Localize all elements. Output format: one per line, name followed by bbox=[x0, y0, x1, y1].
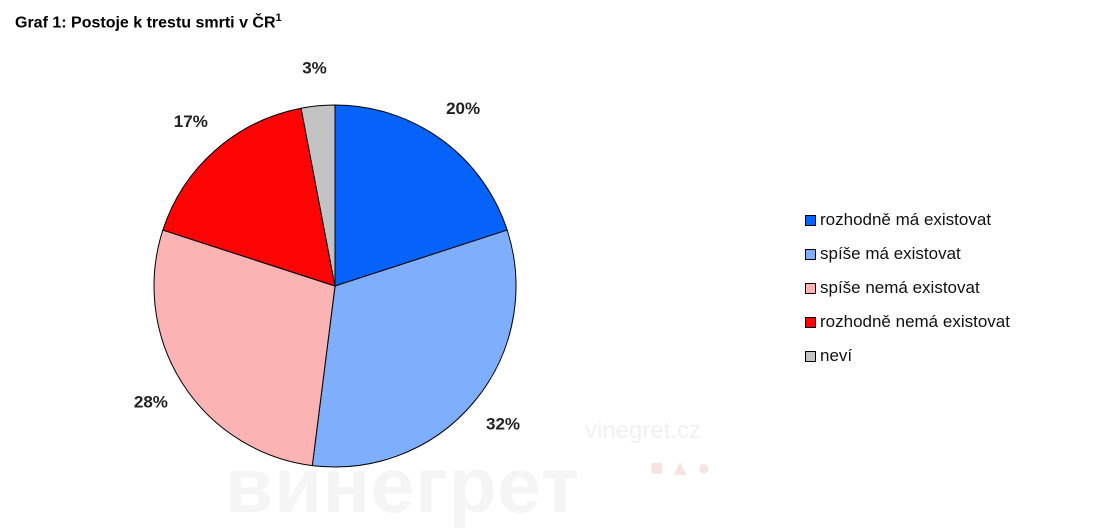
legend-label-0: rozhodně má existovat bbox=[820, 210, 992, 229]
legend-item-1: spíše má existovat bbox=[805, 237, 1010, 271]
legend-swatch-3 bbox=[805, 316, 816, 328]
watermark-dots-icon: ■▲● bbox=[650, 455, 717, 480]
pie-slice-1 bbox=[311, 229, 517, 468]
legend-item-4: neví bbox=[805, 339, 1010, 373]
slice-label-4: 3% bbox=[302, 58, 327, 77]
pie-chart: 20% 32% 28% 17% 3% bbox=[134, 58, 520, 468]
legend-label-3: rozhodně nemá existovat bbox=[820, 312, 1010, 331]
watermark-url: vinegret.cz bbox=[585, 417, 702, 444]
footnote-mark: 1 bbox=[275, 12, 282, 24]
slice-label-0: 20% bbox=[446, 99, 480, 118]
legend-label-4: neví bbox=[820, 346, 853, 365]
slice-label-1: 32% bbox=[486, 414, 520, 433]
chart-legend: rozhodně má existovat spíše má existovat s… bbox=[805, 203, 1010, 373]
legend-label-1: spíše má existovat bbox=[820, 244, 961, 263]
chart-title: Graf 1: Postoje k trestu smrti v ČR1 bbox=[15, 12, 282, 32]
legend-item-3: rozhodně nemá existovat bbox=[805, 305, 1010, 339]
legend-label-2: spíše nemá existovat bbox=[820, 278, 980, 297]
legend-item-2: spíše nemá existovat bbox=[805, 271, 1010, 305]
legend-swatch-0 bbox=[805, 214, 816, 226]
slice-label-3: 17% bbox=[174, 112, 208, 131]
legend-swatch-4 bbox=[805, 350, 816, 362]
pie-slice-0 bbox=[334, 104, 508, 287]
legend-swatch-1 bbox=[805, 248, 816, 260]
legend-swatch-2 bbox=[805, 282, 816, 294]
legend-item-0: rozhodně má existovat bbox=[805, 203, 1010, 237]
chart-title-text: Graf 1: Postoje k trestu smrti v ČR bbox=[15, 14, 276, 32]
pie-slice-2 bbox=[153, 229, 336, 467]
pie-slice-3 bbox=[162, 107, 336, 287]
slice-label-2: 28% bbox=[134, 392, 168, 411]
pie-slice-4 bbox=[300, 104, 336, 287]
